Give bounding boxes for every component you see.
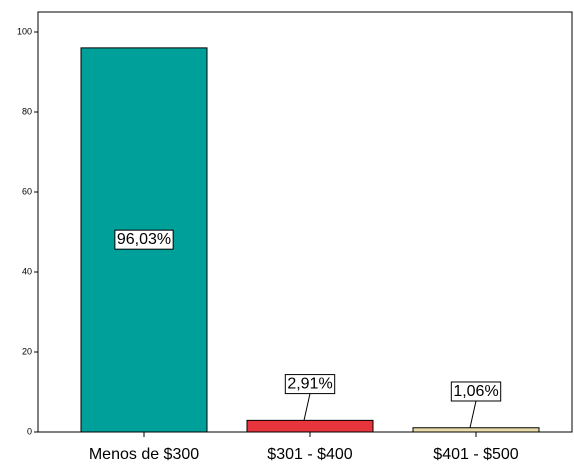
leader-line <box>303 393 311 421</box>
y-tick-label: 40 <box>22 266 32 276</box>
y-tick-label: 0 <box>27 426 32 436</box>
y-tick-label: 60 <box>22 186 32 196</box>
x-tick-label: $401 - $500 <box>433 446 519 463</box>
y-tick-label: 20 <box>22 346 32 356</box>
x-tick-label: Menos de $300 <box>89 446 199 463</box>
y-tick-label: 80 <box>22 106 32 116</box>
value-label-box <box>114 229 174 250</box>
value-label: 2,91% <box>287 376 332 393</box>
value-label: 96,03% <box>117 231 171 248</box>
x-tick-label: $301 - $400 <box>267 446 353 463</box>
bar <box>246 419 374 433</box>
value-label: 1,06% <box>453 383 498 400</box>
leader-line <box>469 400 477 428</box>
y-tick-label: 100 <box>17 26 32 36</box>
bar <box>412 427 540 433</box>
